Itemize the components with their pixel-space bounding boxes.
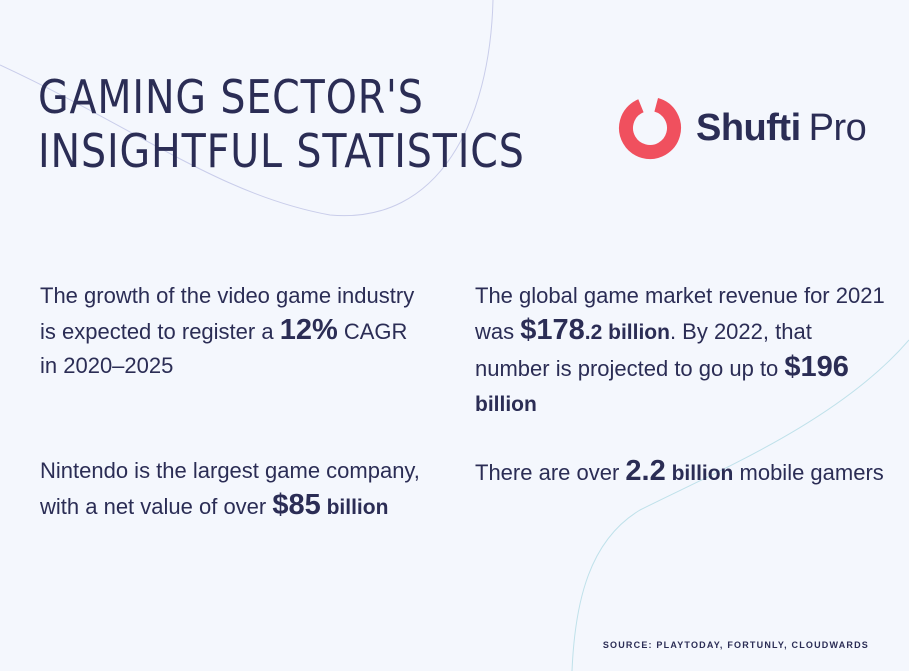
- logo-word-pro: Pro: [808, 106, 867, 149]
- stat-nintendo-value: $85: [272, 489, 321, 521]
- logo-word-shufti: Shufti: [696, 106, 801, 149]
- shufti-pro-logo: Shufti Pro: [614, 92, 867, 164]
- title-line-1: GAMING SECTOR'S: [38, 70, 424, 124]
- stat-mobile-value: 2.2: [625, 455, 666, 487]
- source-credit: SOURCE: PLAYTODAY, FORTUNLY, CLOUDWARDS: [602, 640, 869, 650]
- stat-nintendo: Nintendo is the largest game company, wi…: [40, 454, 430, 525]
- stat-revenue-2022-unit: billion: [475, 393, 537, 416]
- title-line-2: INSIGHTFUL STATISTICS: [38, 124, 525, 178]
- stat-nintendo-text: Nintendo is the largest game company, wi…: [40, 458, 420, 519]
- stat-revenue-2021-unit: .2 billion: [584, 321, 670, 344]
- stat-mobile-unit: billion: [665, 462, 734, 485]
- stat-revenue-2021-value: $178: [520, 314, 585, 346]
- stat-revenue-text: The global game market revenue for 2021 …: [475, 283, 885, 344]
- stat-growth: The growth of the video game industry is…: [40, 279, 420, 383]
- stat-mobile-suffix: mobile gamers: [733, 460, 884, 485]
- stat-mobile-gamers: There are over 2.2 billion mobile gamers: [475, 454, 885, 491]
- stat-mobile-text: There are over: [475, 460, 626, 485]
- shufti-pro-ring-icon: [619, 97, 681, 159]
- stat-growth-suffix: CAGR in 2020–2025: [40, 319, 408, 378]
- stat-growth-value: 12%: [279, 314, 338, 346]
- stat-growth-text: The growth of the video game industry is…: [40, 283, 415, 344]
- logo-wordmark: Shufti Pro: [696, 106, 867, 150]
- stat-revenue-middle-text: . By 2022, that number is projected to g…: [475, 319, 812, 381]
- stat-revenue: The global game market revenue for 2021 …: [475, 279, 885, 422]
- stat-nintendo-unit: billion: [320, 496, 389, 519]
- page-title: GAMING SECTOR'S INSIGHTFUL STATISTICS: [38, 70, 525, 178]
- stat-revenue-2022-value: $196: [784, 351, 849, 383]
